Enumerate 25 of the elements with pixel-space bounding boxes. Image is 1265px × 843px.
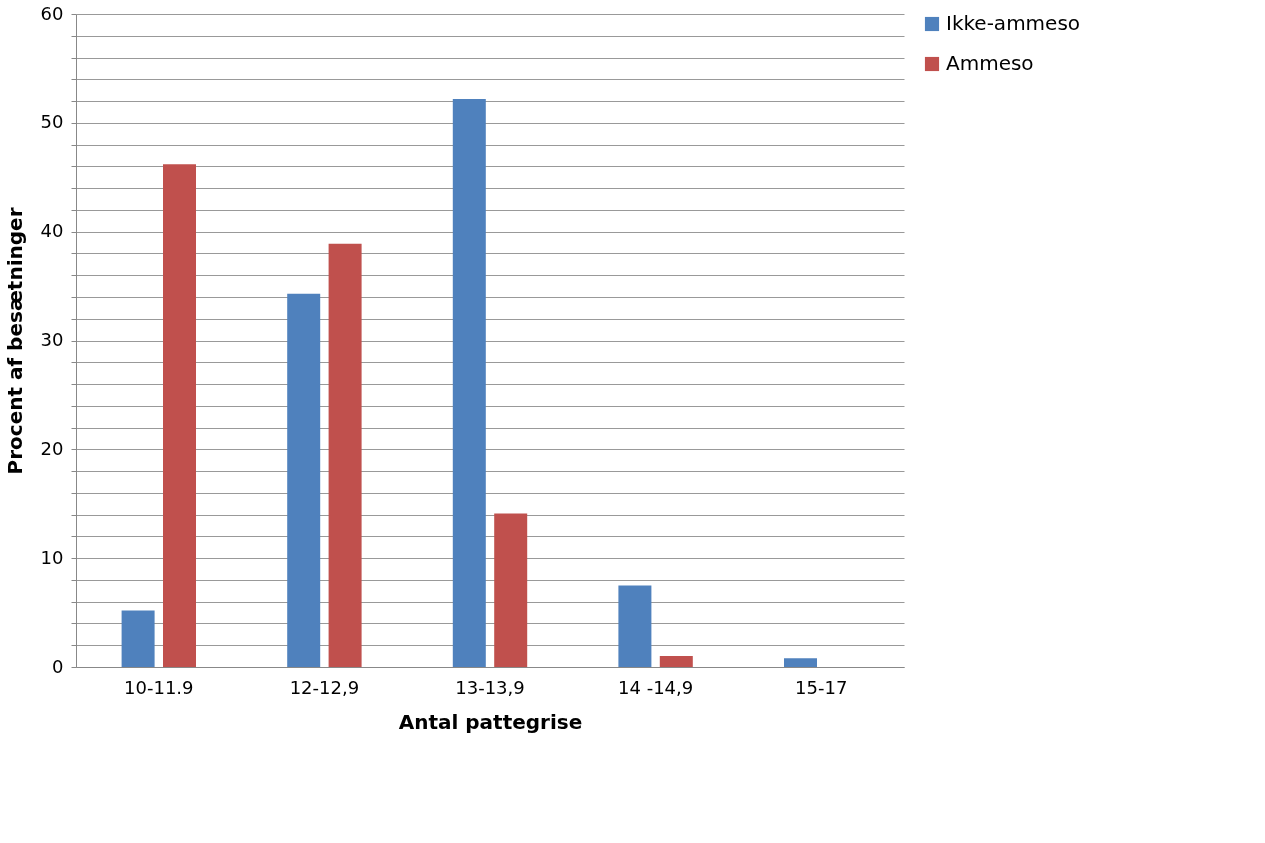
bar [287, 293, 321, 667]
y-tick-label: 60 [40, 2, 64, 24]
bar [121, 610, 155, 667]
legend-label: Ikke-ammeso [946, 11, 1081, 35]
x-tick-label: 13-13,9 [455, 676, 525, 698]
bar [784, 658, 817, 667]
bar [452, 98, 486, 667]
bar [494, 513, 528, 667]
y-tick-label: 40 [40, 220, 64, 242]
y-axis-title: Procent af besætninger [2, 207, 27, 475]
bar [659, 656, 693, 667]
bar [163, 164, 196, 667]
y-tick-label: 0 [52, 655, 64, 677]
x-tick-label: 14 -14,9 [618, 676, 694, 698]
y-tick-label: 10 [40, 546, 64, 568]
x-tick-label: 15-17 [795, 676, 848, 698]
x-axis-title: Antal pattegrise [398, 709, 583, 734]
bar [328, 243, 362, 667]
y-tick-label: 50 [40, 111, 64, 133]
x-tick-label: 12-12,9 [289, 676, 360, 698]
x-tick-label: 10-11.9 [124, 676, 194, 698]
bar [618, 585, 652, 667]
y-tick-label: 30 [40, 329, 64, 350]
legend-label: Ammeso [946, 51, 1034, 75]
y-tick-label: 20 [40, 437, 64, 459]
